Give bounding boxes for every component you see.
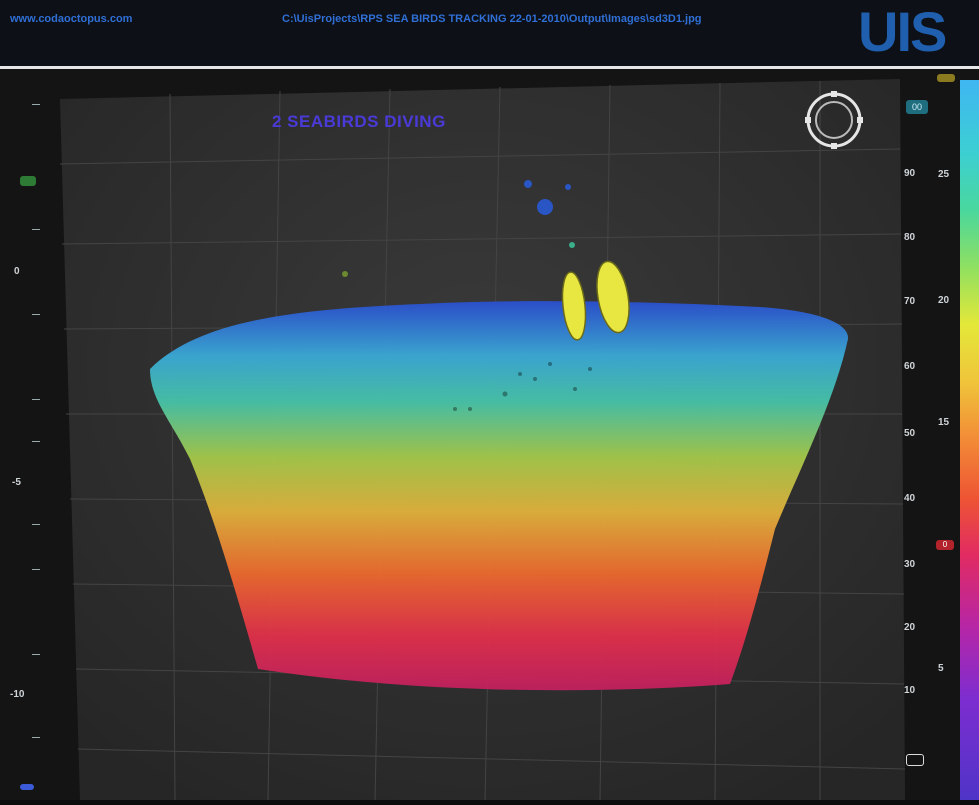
- depth-20: 20: [904, 622, 916, 633]
- seabird-2: [596, 260, 630, 334]
- depth-90: 90: [904, 168, 916, 179]
- website-link[interactable]: www.codaoctopus.com: [10, 13, 133, 25]
- tick: [32, 524, 40, 525]
- tick: [32, 654, 40, 655]
- depth-10: 10: [904, 685, 916, 696]
- left-scale: 0 -5 -10: [0, 69, 60, 800]
- tick: [32, 104, 40, 105]
- fish-school-cloud: [150, 301, 849, 691]
- dive-annotation: 2 SEABIRDS DIVING: [272, 112, 446, 131]
- tick: [32, 441, 40, 442]
- color-15: 15: [938, 417, 950, 428]
- compass-icon: [805, 91, 863, 149]
- bottom-right-icon[interactable]: [906, 754, 924, 766]
- seabird-1: [561, 271, 587, 341]
- title-bar: www.codaoctopus.com C:\UisProjects\RPS S…: [0, 0, 979, 66]
- tick: [32, 737, 40, 738]
- depth-60: 60: [904, 361, 916, 372]
- tick: [32, 229, 40, 230]
- cloud-speckles: [453, 362, 592, 411]
- left-label-0: 0: [14, 266, 20, 277]
- sonar-scene: [59, 79, 906, 801]
- file-path: C:\UisProjects\RPS SEA BIRDS TRACKING 22…: [282, 13, 702, 25]
- top-badge[interactable]: 00: [906, 100, 928, 114]
- depth-80: 80: [904, 232, 916, 243]
- depth-30: 30: [904, 559, 916, 570]
- left-label-minus10: -10: [10, 689, 25, 700]
- depth-50: 50: [904, 428, 916, 439]
- left-bottom-icon[interactable]: [20, 784, 34, 790]
- tick: [32, 314, 40, 315]
- right-scale: 00 90 80 70 60 50 40 30 20 10 25 20 15 5: [900, 69, 979, 800]
- top-right-marker[interactable]: [937, 74, 955, 82]
- tick: [32, 399, 40, 400]
- depth-40: 40: [904, 493, 916, 504]
- scatter-blobs: [342, 180, 575, 277]
- uis-logo: UIS: [858, 0, 947, 63]
- color-20: 20: [938, 295, 950, 306]
- red-marker[interactable]: 0: [936, 540, 954, 550]
- sonar-3d-viewport[interactable]: 2 SEABIRDS DIVING: [0, 69, 979, 801]
- tick: [32, 569, 40, 570]
- color-5: 5: [938, 663, 944, 674]
- color-scale-bar: [960, 80, 979, 800]
- depth-70: 70: [904, 296, 916, 307]
- left-label-minus5: -5: [12, 477, 21, 488]
- left-marker-icon[interactable]: [20, 176, 36, 186]
- divider: [0, 66, 979, 69]
- color-25: 25: [938, 169, 950, 180]
